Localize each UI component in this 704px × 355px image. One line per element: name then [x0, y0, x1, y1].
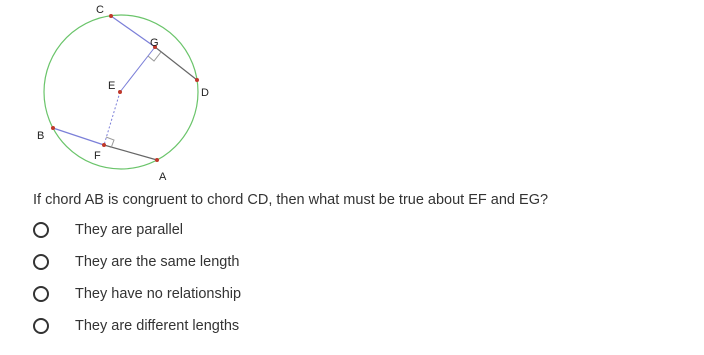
radio-button[interactable]	[33, 286, 49, 302]
point-label: F	[94, 150, 101, 162]
point-label: C	[96, 4, 104, 16]
segment-eg	[119, 46, 156, 93]
right-angle	[105, 136, 115, 149]
point-label: A	[159, 171, 167, 183]
option[interactable]: They are the same length	[33, 250, 239, 274]
option-label[interactable]: They have no relationship	[75, 286, 242, 302]
points	[51, 14, 199, 162]
point	[155, 158, 159, 162]
point	[118, 90, 122, 94]
point	[102, 143, 106, 147]
circle	[43, 14, 199, 170]
option[interactable]: They are parallel	[33, 218, 183, 242]
radio-button[interactable]	[33, 318, 49, 334]
question: If chord AB is congruent to chord CD, th…	[33, 192, 549, 208]
option[interactable]: They have no relationship	[33, 282, 241, 306]
segment-gd	[154, 46, 198, 81]
point-label: G	[150, 37, 159, 49]
point	[51, 126, 55, 130]
diagram: A B C D E F G	[37, 4, 209, 183]
right-angle	[147, 51, 162, 62]
radio-button[interactable]	[33, 254, 49, 270]
option-label[interactable]: They are the same length	[75, 254, 240, 270]
point-label: B	[37, 130, 44, 142]
point-label: D	[201, 87, 209, 99]
segment-ef	[103, 91, 121, 146]
segment-fa	[103, 144, 158, 161]
segment-bf	[52, 127, 105, 146]
segment-cg	[110, 15, 156, 48]
radio-button[interactable]	[33, 222, 49, 238]
point	[153, 45, 157, 49]
point-label: E	[108, 80, 115, 92]
option-label[interactable]: They are parallel	[75, 222, 183, 238]
option-label[interactable]: They are different lengths	[75, 318, 240, 334]
point	[109, 14, 113, 18]
option[interactable]: They are different lengths	[33, 314, 239, 338]
point	[195, 78, 199, 82]
